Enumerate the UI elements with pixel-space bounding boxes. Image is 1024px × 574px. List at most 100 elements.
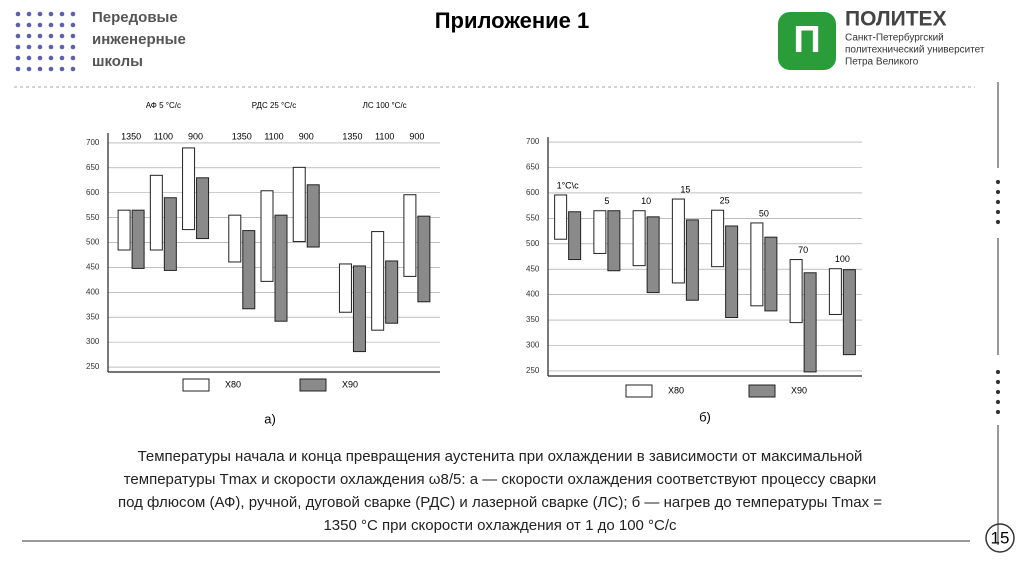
dots-logo [15, 11, 76, 72]
category-label: 1100 [375, 131, 394, 141]
category-label: 1100 [154, 131, 173, 141]
caption-line: под флюсом (АФ), ручной, дуговой сварке … [118, 494, 882, 511]
range-bar [385, 260, 399, 324]
range-bar [750, 222, 764, 307]
range-bar [789, 259, 803, 324]
range-bar [228, 214, 242, 263]
category-label: 1350 [121, 131, 141, 141]
school-name: Передовые [92, 9, 178, 26]
y-tick-label: 250 [526, 366, 540, 375]
y-tick-label: 400 [526, 290, 540, 299]
range-bar [725, 225, 739, 319]
range-bar [260, 190, 274, 282]
range-bar [671, 198, 685, 284]
group-label: ЛС 100 °С/с [363, 101, 407, 110]
range-bar [149, 174, 163, 251]
category-label: 50 [759, 208, 769, 218]
range-bar [417, 215, 431, 303]
range-bar [828, 268, 842, 315]
range-bar [292, 166, 306, 243]
logo-glyph: П [793, 19, 820, 61]
y-tick-label: 600 [526, 188, 540, 197]
range-bar [163, 197, 177, 271]
range-bar [274, 214, 288, 322]
range-bar [131, 209, 145, 269]
logo-sub: Петра Великого [845, 57, 919, 68]
y-tick-label: 450 [86, 263, 100, 272]
range-bar [842, 269, 856, 356]
range-bar [196, 177, 210, 240]
legend-swatch [748, 384, 776, 398]
group-label: РДС 25 °С/с [252, 101, 297, 110]
category-label: 25 [720, 196, 730, 206]
y-tick-label: 650 [526, 163, 540, 172]
page-number: 15 [991, 528, 1010, 547]
category-label: 900 [299, 131, 314, 141]
chart-label: а) [264, 411, 276, 426]
y-tick-label: 300 [86, 337, 100, 346]
y-tick-label: 700 [86, 138, 100, 147]
category-label: 10 [641, 196, 651, 206]
logo-name: ПОЛИТЕХ [845, 8, 947, 31]
school-name: инженерные [92, 31, 186, 48]
category-label: 5 [604, 196, 609, 206]
legend-swatch [299, 378, 327, 392]
range-bar [182, 147, 196, 231]
y-tick-label: 250 [86, 362, 100, 371]
y-tick-label: 500 [526, 239, 540, 248]
y-tick-label: 450 [526, 264, 540, 273]
caption-line: 1350 °С при скорости охлаждения от 1 до … [323, 517, 677, 534]
y-tick-label: 700 [526, 137, 540, 146]
y-tick-label: 600 [86, 188, 100, 197]
range-bar [242, 230, 256, 310]
range-bar [352, 265, 366, 353]
y-tick-label: 350 [86, 312, 100, 321]
range-bar [371, 231, 385, 331]
range-bar [554, 194, 568, 240]
y-tick-label: 350 [526, 315, 540, 324]
range-bar [403, 194, 417, 277]
caption-line: температуры Tmax и скорости охлаждения ω… [124, 471, 877, 488]
range-bar [593, 210, 607, 254]
range-bar [764, 236, 778, 312]
logo-sub: Санкт-Петербургский [845, 32, 944, 44]
range-bar [338, 263, 352, 313]
range-bar [803, 272, 817, 373]
category-label: 900 [188, 131, 203, 141]
category-label: 1350 [232, 131, 252, 141]
logo-mark [778, 12, 836, 70]
range-bar [568, 211, 582, 261]
y-tick-label: 550 [86, 213, 100, 222]
chart-label: б) [699, 409, 711, 424]
range-bar [632, 210, 646, 267]
range-bar [117, 209, 131, 251]
category-label: 70 [798, 245, 808, 255]
range-bar [685, 219, 699, 301]
y-tick-label: 500 [86, 238, 100, 247]
legend-label: X90 [342, 379, 358, 389]
caption-line: Температуры начала и конца превращения а… [138, 448, 863, 465]
page-circle [985, 523, 1015, 553]
slide-title: Приложение 1 [435, 8, 590, 33]
category-label: 15 [680, 184, 690, 194]
y-tick-label: 650 [86, 163, 100, 172]
range-bar [646, 216, 660, 294]
range-bar [607, 210, 621, 272]
category-label: 100 [835, 254, 850, 264]
range-bar [711, 209, 725, 268]
logo-sub: политехнический университет [845, 45, 985, 56]
y-tick-label: 300 [526, 341, 540, 350]
legend-label: X90 [791, 385, 807, 395]
legend-label: X80 [668, 385, 684, 395]
y-tick-label: 550 [526, 213, 540, 222]
category-label: 1350 [342, 131, 362, 141]
range-bar [306, 184, 320, 248]
legend-swatch [182, 378, 210, 392]
legend-swatch [625, 384, 653, 398]
school-name: школы [92, 53, 143, 70]
category-label: 900 [409, 131, 424, 141]
group-label: АФ 5 °С/с [146, 101, 181, 110]
y-tick-label: 400 [86, 287, 100, 296]
